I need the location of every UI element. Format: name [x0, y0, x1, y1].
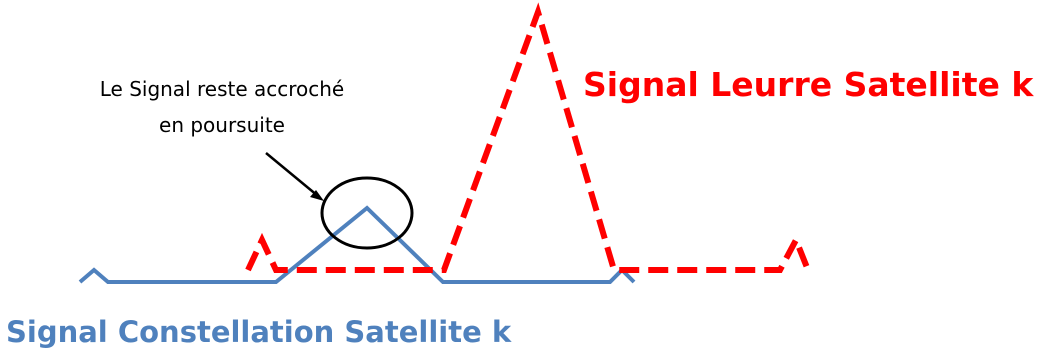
- spoof-signal-label: Signal Leurre Satellite k: [583, 65, 1034, 104]
- spoof-signal-line: [245, 2, 811, 273]
- annotation-line-2: en poursuite: [159, 113, 285, 137]
- constellation-signal-line: [78, 205, 636, 284]
- annotation-line-1: Le Signal reste accroché: [100, 77, 345, 101]
- annotation-arrow-line: [265, 152, 319, 197]
- constellation-signal-label: Signal Constellation Satellite k: [6, 315, 512, 349]
- tracking-highlight-circle: [320, 176, 414, 250]
- annotation-arrowhead: [310, 190, 324, 201]
